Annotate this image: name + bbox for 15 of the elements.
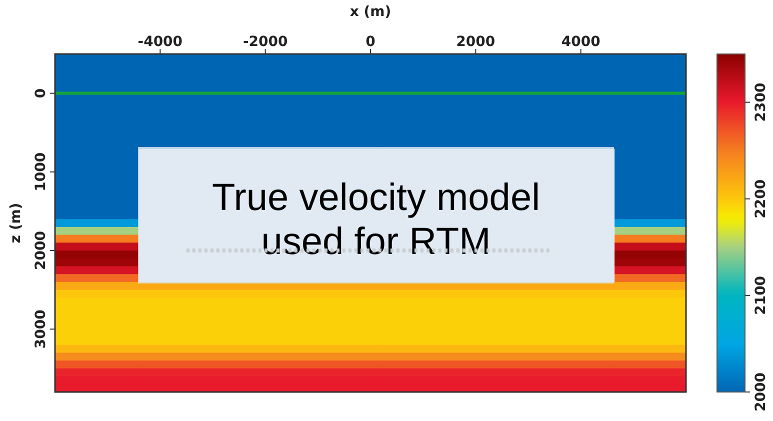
color-bar-label: 2300 [753,82,769,122]
y-tick-label: 0 [33,88,49,98]
y-tick-label: 1000 [33,152,49,192]
color-bar-label: 2200 [753,179,769,218]
y-axis-title: z (m) [8,202,24,244]
x-tick-label: 4000 [561,34,601,50]
x-tick-label: 0 [366,34,376,50]
color-bar-label: 2100 [753,276,769,315]
x-tick-label: 2000 [456,34,496,50]
x-tick-label: -4000 [138,34,183,50]
x-axis-title: x (m) [350,4,392,20]
y-tick-label: 2000 [33,230,49,270]
x-tick-label: -2000 [242,34,288,50]
y-tick-label: 3000 [33,309,49,349]
color-bar-label: 2000 [753,372,769,412]
